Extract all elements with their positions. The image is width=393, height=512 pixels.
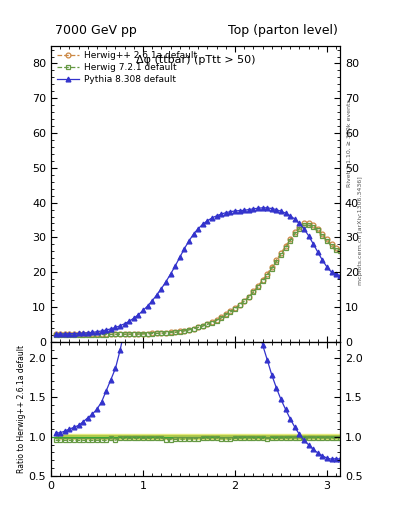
Herwig 7.2.1 default	[141, 331, 145, 337]
Pythia 8.308 default	[338, 272, 342, 279]
Text: Top (parton level): Top (parton level)	[228, 24, 338, 37]
Pythia 8.308 default	[53, 331, 58, 337]
Herwig++ 2.6.1a default	[132, 331, 136, 337]
Herwig++ 2.6.1a default	[141, 331, 145, 337]
Herwig++ 2.6.1a default	[196, 324, 200, 330]
Legend: Herwig++ 2.6.1a default, Herwig 7.2.1 default, Pythia 8.308 default: Herwig++ 2.6.1a default, Herwig 7.2.1 de…	[53, 48, 200, 88]
Herwig++ 2.6.1a default	[301, 221, 306, 227]
Pythia 8.308 default	[141, 307, 145, 313]
Pythia 8.308 default	[196, 226, 200, 232]
Herwig 7.2.1 default	[196, 325, 200, 331]
Line: Herwig++ 2.6.1a default: Herwig++ 2.6.1a default	[53, 221, 342, 337]
Pythia 8.308 default	[260, 205, 265, 211]
Herwig 7.2.1 default	[132, 331, 136, 337]
Text: Δφ (t̄tbar) (pTtt > 50): Δφ (t̄tbar) (pTtt > 50)	[136, 55, 255, 65]
Text: Rivet 3.1.10, ≥ 300k events: Rivet 3.1.10, ≥ 300k events	[347, 99, 352, 187]
Pythia 8.308 default	[132, 315, 136, 321]
Herwig++ 2.6.1a default	[334, 245, 338, 251]
Herwig 7.2.1 default	[334, 246, 338, 252]
Y-axis label: Ratio to Herwig++ 2.6.1a default: Ratio to Herwig++ 2.6.1a default	[17, 345, 26, 473]
Pythia 8.308 default	[251, 206, 256, 212]
Line: Herwig 7.2.1 default: Herwig 7.2.1 default	[53, 223, 342, 337]
Herwig++ 2.6.1a default	[53, 331, 58, 337]
Herwig++ 2.6.1a default	[338, 246, 342, 252]
Herwig++ 2.6.1a default	[251, 288, 256, 294]
Pythia 8.308 default	[334, 271, 338, 277]
Text: mcplots.cern.ch [arXiv:1306.3436]: mcplots.cern.ch [arXiv:1306.3436]	[358, 176, 363, 285]
Herwig 7.2.1 default	[338, 248, 342, 254]
Herwig 7.2.1 default	[301, 222, 306, 228]
Herwig 7.2.1 default	[187, 327, 191, 333]
Text: 7000 GeV pp: 7000 GeV pp	[55, 24, 137, 37]
Pythia 8.308 default	[187, 238, 191, 244]
Line: Pythia 8.308 default: Pythia 8.308 default	[53, 205, 342, 336]
Herwig 7.2.1 default	[251, 289, 256, 295]
Herwig++ 2.6.1a default	[187, 327, 191, 333]
Herwig 7.2.1 default	[53, 332, 58, 338]
